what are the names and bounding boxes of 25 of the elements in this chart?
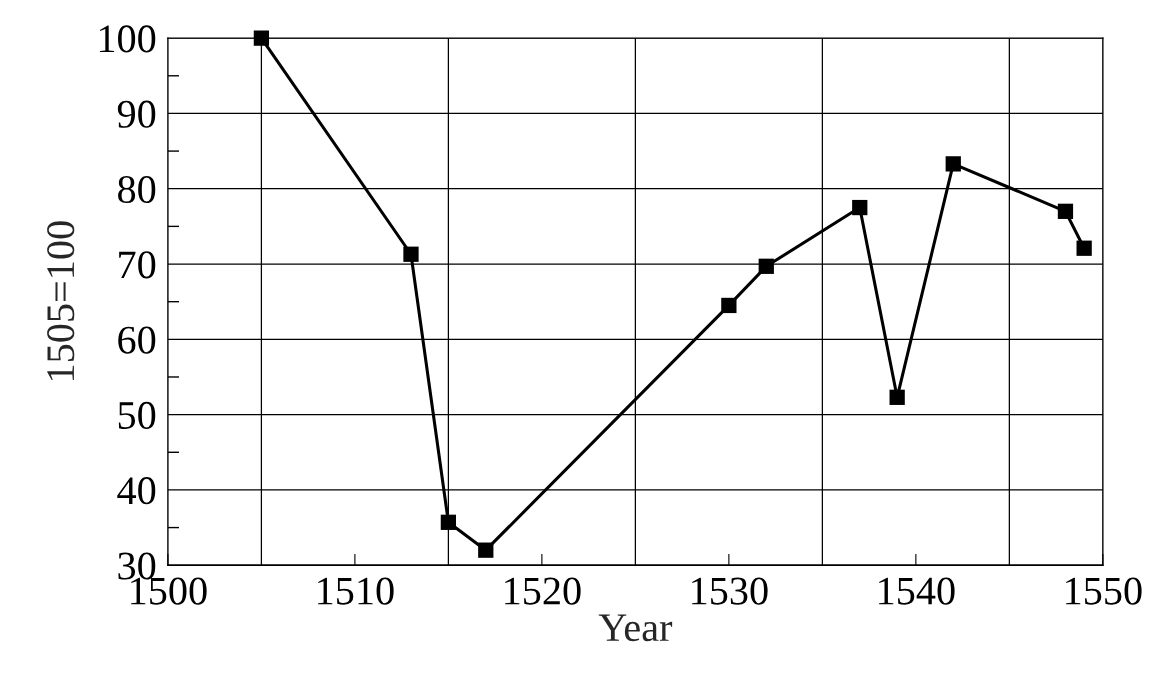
- x-tick-label: 1550: [1066, 577, 1142, 605]
- x-tick-label: 1530: [692, 577, 768, 605]
- point: [253, 30, 270, 46]
- x-axis-title: Year: [598, 614, 673, 642]
- y-axis-title: 1505=100: [47, 221, 75, 380]
- point: [721, 297, 737, 314]
- point: [478, 542, 494, 558]
- point: [889, 389, 905, 405]
- point: [758, 258, 774, 274]
- point: [403, 246, 419, 262]
- point: [1076, 240, 1092, 256]
- x-tick-label: 1540: [879, 577, 955, 605]
- y-tick-label: 90: [117, 100, 156, 128]
- y-tick-label: 40: [117, 477, 156, 505]
- point: [440, 514, 457, 530]
- y-tick-label: 60: [118, 326, 156, 354]
- x-tick-label: 1510: [318, 577, 394, 605]
- y-tick-label: 70: [119, 251, 156, 279]
- y-tick-label: 50: [118, 401, 156, 429]
- y-tick-label: 80: [118, 175, 156, 204]
- x-tick-label: 1520: [505, 577, 581, 605]
- y-tick-label: 100: [99, 25, 156, 53]
- point: [1057, 203, 1074, 219]
- point: [945, 156, 961, 172]
- point: [852, 199, 868, 216]
